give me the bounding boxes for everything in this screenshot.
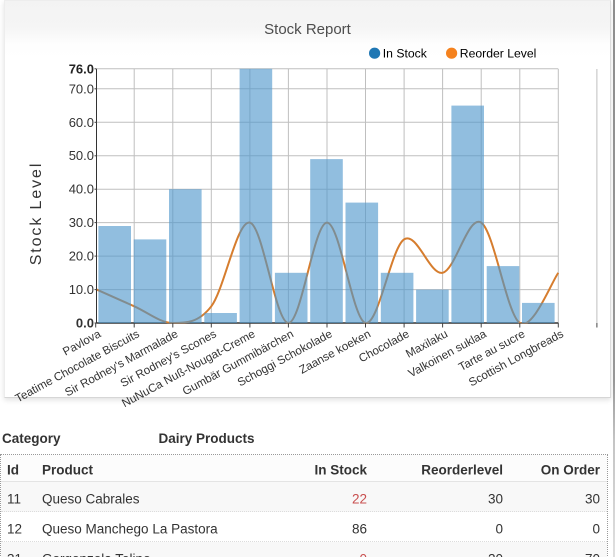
svg-text:Reorder Level: Reorder Level <box>460 46 537 60</box>
svg-text:0.0: 0.0 <box>76 316 94 331</box>
svg-text:20.0: 20.0 <box>69 249 94 264</box>
svg-text:30.0: 30.0 <box>69 215 94 230</box>
svg-text:60.0: 60.0 <box>69 115 94 130</box>
svg-text:50.0: 50.0 <box>69 148 94 163</box>
svg-text:76.0: 76.0 <box>69 61 94 76</box>
svg-text:10.0: 10.0 <box>69 282 94 297</box>
svg-text:40.0: 40.0 <box>69 182 94 197</box>
svg-text:Stock Report: Stock Report <box>264 21 352 38</box>
svg-text:In Stock: In Stock <box>383 46 428 60</box>
svg-text:Stock Level: Stock Level <box>28 162 45 266</box>
svg-text:70.0: 70.0 <box>69 81 94 96</box>
